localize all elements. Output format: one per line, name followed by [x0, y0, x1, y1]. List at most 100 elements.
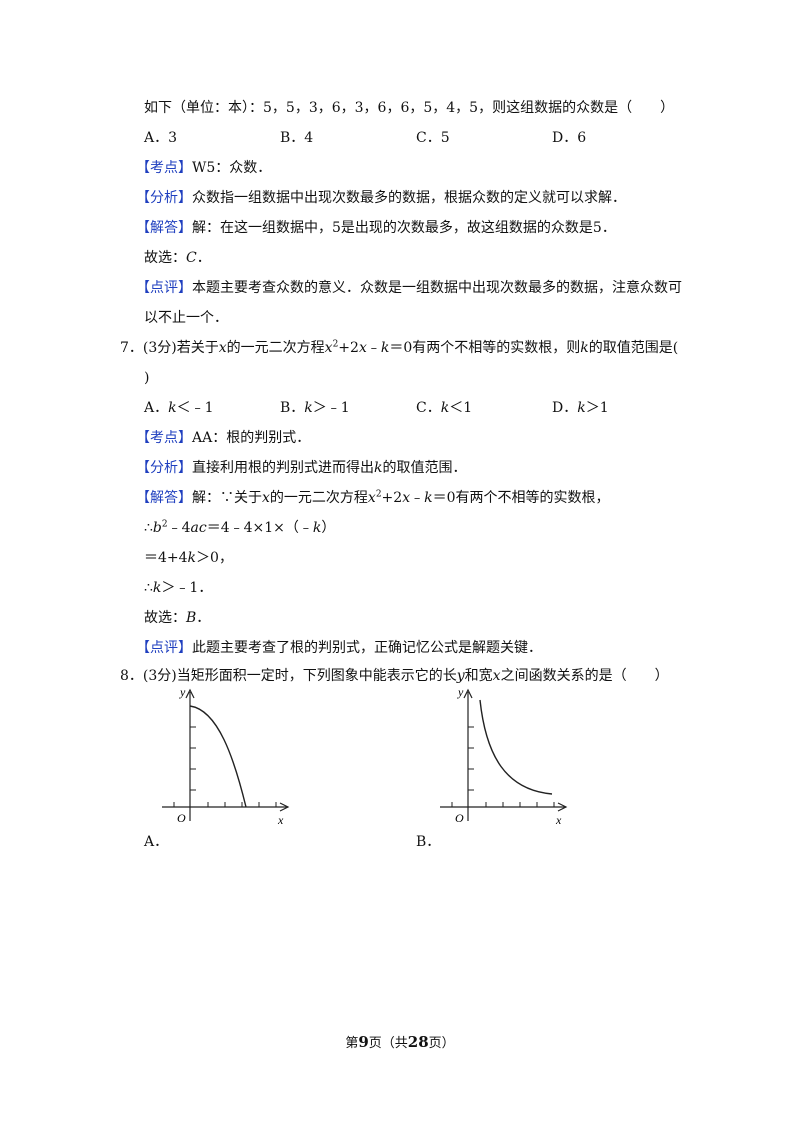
fenxi-text: 的取值范围．: [382, 460, 467, 476]
q7-step-3: ∴k＞﹣1．: [144, 578, 212, 598]
dianping-text: 此题主要考查了根的判别式，正确记忆公式是解题关键．: [192, 640, 542, 656]
answer-prefix: 故选：: [144, 610, 186, 626]
jieda-tag: 【解答】: [136, 220, 192, 236]
eq-part: ﹣4: [167, 520, 191, 536]
eq-part: +2: [381, 490, 403, 506]
fenxi-text: 直接利用根的判别式进而得出: [192, 460, 374, 476]
var-y: y: [456, 668, 465, 684]
dianping-text-1: 本题主要考查众数的意义．众数是一组数据中出现次数最多的数据，注意众数可: [192, 280, 682, 296]
q7-stem-part: 有两个不相等的实数根，则: [412, 340, 581, 356]
q7-stem-part: 的取值范围是(: [588, 340, 679, 356]
x-axis-arrow: [279, 802, 290, 812]
var-k: k: [187, 550, 197, 566]
var-x: x: [324, 340, 333, 356]
origin-label: O: [455, 811, 464, 825]
x-axis-arrow: [557, 802, 568, 812]
q8-stem: 8．(3分)当矩形面积一定时，下列图象中能表示它的长y和宽x之间函数关系的是（ …: [120, 666, 669, 686]
q7-stem: 7．(3分)若关于x的一元二次方程x2+2x﹣k＝0有两个不相等的实数根，则k的…: [120, 338, 678, 358]
eq-part: ﹣: [366, 340, 381, 356]
jieda-text: 解：∵关于: [192, 490, 262, 506]
q6-option-b: B．4: [280, 130, 314, 146]
jieda-text: 解：在这一组数据中，5是出现的次数最多，故这组数据的众数是5．: [192, 220, 616, 236]
option-relation: ＞1: [585, 400, 609, 416]
footer-suffix: 页）: [428, 1036, 455, 1051]
dianping-tag: 【点评】: [136, 280, 192, 296]
q7-option-d: D．k＞1: [552, 398, 609, 418]
y-axis-arrow: [463, 688, 473, 699]
jieda-tag: 【解答】: [136, 490, 192, 506]
footer-prefix: 第: [345, 1036, 359, 1051]
q7-dianping: 【点评】此题主要考查了根的判别式，正确记忆公式是解题关键．: [136, 638, 542, 658]
fenxi-text: 众数指一组数据中出现次数最多的数据，根据众数的定义就可以求解．: [192, 190, 626, 206]
y-ticks: [190, 726, 196, 791]
q6-answer: 故选：C．: [144, 248, 211, 268]
function-curve: [189, 705, 247, 808]
q6-option-c: C．5: [416, 130, 450, 146]
option-letter: B．: [280, 400, 305, 416]
var-x: x: [218, 340, 227, 356]
q6-stem-continuation: 如下（单位：本）：5，5，3，6，3，6，6，5，4，5，则这组数据的众数是（ …: [144, 100, 675, 116]
fenxi-tag: 【分析】: [136, 190, 192, 206]
eq-part: ﹣: [410, 490, 425, 506]
q6-dianping: 【点评】本题主要考查众数的意义．众数是一组数据中出现次数最多的数据，注意众数可: [136, 278, 682, 298]
q6-kaodian: 【考点】W5：众数．: [136, 158, 271, 178]
var-k: k: [380, 340, 390, 356]
graph-b: y x O: [440, 686, 568, 827]
q7-answer: 故选：B．: [144, 608, 210, 628]
footer-middle: 页（共: [368, 1036, 408, 1051]
q7-stem-part: 若关于: [176, 340, 219, 356]
q8-number: 8．(3分): [120, 668, 177, 684]
jieda-text: 的一元二次方程: [269, 490, 368, 506]
var-ac: ac: [190, 520, 207, 536]
therefore-symbol: ∴: [144, 580, 153, 596]
kaodian-tag: 【考点】: [136, 430, 192, 446]
page-footer: 第9页（共28页）: [0, 1032, 800, 1051]
q6-jieda: 【解答】解：在这一组数据中，5是出现的次数最多，故这组数据的众数是5．: [136, 218, 616, 238]
answer-choice: C: [186, 250, 197, 266]
y-axis-arrow: [185, 688, 195, 699]
option-relation: ＜﹣1: [176, 400, 214, 416]
eq-part: ＞﹣1．: [161, 580, 213, 596]
dianping-tag: 【点评】: [136, 640, 192, 656]
var-k: k: [312, 520, 322, 536]
q8-stem-part: 之间函数关系的是（ ）: [500, 668, 669, 684]
var-x: x: [262, 490, 270, 506]
therefore-symbol: ∴: [144, 520, 153, 536]
kaodian-tag: 【考点】: [136, 160, 192, 176]
option-letter: C．: [416, 400, 441, 416]
q8-stem-part: 和宽: [464, 668, 493, 684]
q7-step-2: ＝4+4k＞0，: [144, 548, 233, 568]
var-k: k: [577, 400, 586, 416]
option-letter: D．: [552, 400, 578, 416]
function-curve: [479, 699, 553, 795]
x-ticks: [173, 802, 277, 807]
page-number: 9: [358, 1033, 369, 1051]
var-k: k: [424, 490, 433, 506]
q6-dianping-cont: 以不止一个．: [144, 310, 228, 326]
x-ticks: [451, 802, 555, 807]
var-b: b: [152, 520, 162, 536]
var-x: x: [402, 490, 411, 506]
eq-part: +2: [338, 340, 359, 356]
option-letter: A．: [144, 400, 169, 416]
eq-part: ＝0: [432, 490, 456, 506]
q7-option-b: B．k＞﹣1: [280, 398, 350, 418]
graph-b-caption: B．: [416, 834, 441, 850]
fenxi-tag: 【分析】: [136, 460, 192, 476]
var-k: k: [152, 580, 162, 596]
var-x: x: [492, 668, 501, 684]
answer-end: ．: [196, 610, 211, 626]
eq-part: ＝4+4: [144, 550, 188, 566]
var-k: k: [168, 400, 177, 416]
var-x: x: [367, 490, 376, 506]
q8-stem-part: 当矩形面积一定时，下列图象中能表示它的长: [176, 668, 457, 684]
q7-step-1: ∴b2﹣4ac＝4﹣4×1×（﹣k）: [144, 518, 335, 538]
exponent: 2: [375, 489, 382, 500]
x-axis-label: x: [555, 813, 562, 827]
y-ticks: [468, 726, 474, 791]
y-axis-label: y: [179, 686, 186, 699]
var-x: x: [358, 340, 367, 356]
q7-jieda: 【解答】解：∵关于x的一元二次方程x2+2x﹣k＝0有两个不相等的实数根，: [136, 488, 610, 508]
q7-stem-close: ): [144, 370, 150, 386]
graph-a: y x O: [162, 686, 290, 827]
